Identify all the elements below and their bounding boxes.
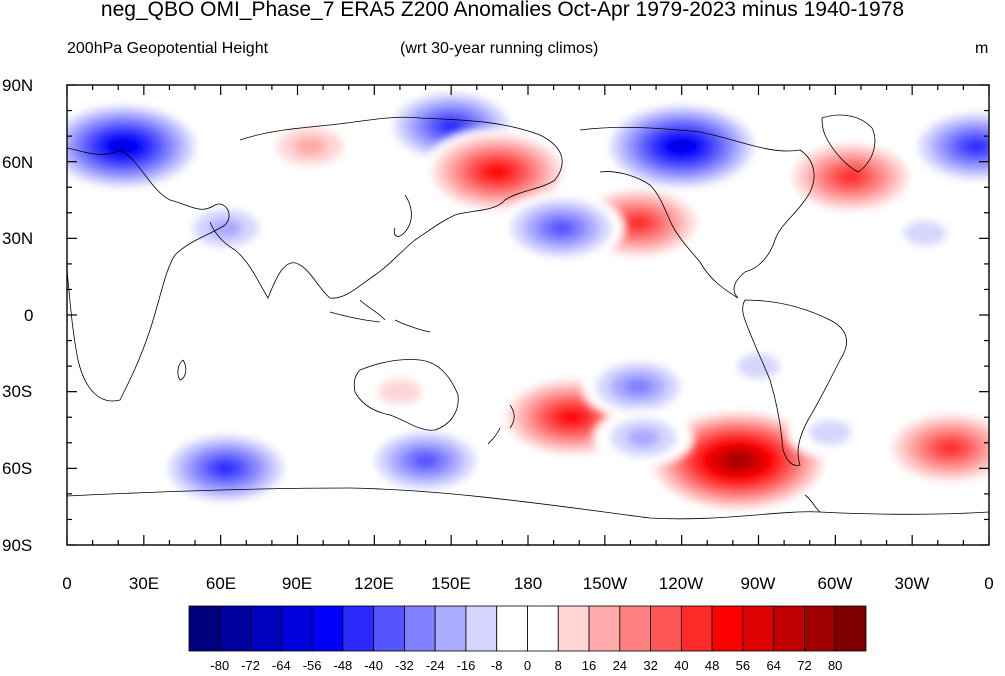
x-tick-label: 30W <box>894 574 930 593</box>
colorbar-label: -64 <box>271 658 291 673</box>
x-tick-label: 30E <box>128 574 160 593</box>
y-tick-label: 30N <box>2 229 34 248</box>
anomaly-contour <box>486 165 509 179</box>
colorbar-label: 40 <box>674 658 689 673</box>
y-tick-label: 90N <box>2 76 34 95</box>
colorbar-label: 72 <box>797 658 812 673</box>
colorbar-box <box>619 605 651 652</box>
anomaly-contour <box>964 139 988 153</box>
colorbar-label: 0 <box>523 658 532 673</box>
colorbar-box <box>250 605 282 652</box>
anomaly-contour <box>113 140 134 153</box>
anomaly-contour <box>839 170 863 184</box>
colorbar-box <box>465 605 498 652</box>
colorbar-box <box>557 605 590 652</box>
colorbar <box>188 605 867 652</box>
anomaly-contour <box>413 453 439 468</box>
colorbar-label: 80 <box>827 658 843 673</box>
x-tick-label: 90E <box>281 574 313 593</box>
x-tick-label: 150W <box>582 574 628 593</box>
colorbar-box <box>311 605 344 652</box>
colorbar-box <box>280 605 313 652</box>
x-tick-label: 0 <box>62 574 72 593</box>
colorbar-label: -8 <box>490 658 503 673</box>
colorbar-box <box>342 605 375 652</box>
anomaly-contour <box>293 136 327 156</box>
colorbar-box <box>773 605 805 652</box>
colorbar-label: -16 <box>456 658 476 673</box>
anomaly-contour <box>737 353 780 379</box>
y-tick-label: 60S <box>2 459 33 478</box>
x-tick-label: 90W <box>740 574 776 593</box>
anomaly-contour <box>626 216 650 230</box>
colorbar-label: 64 <box>766 658 781 673</box>
colorbar-label: -32 <box>394 658 414 673</box>
plot-title: neg_QBO OMI_Phase_7 ERA5 Z200 Anomalies … <box>100 0 905 21</box>
colorbar-label: 48 <box>704 658 720 673</box>
axis-ticks <box>66 84 990 546</box>
colorbar-box <box>219 605 251 652</box>
colorbar-box <box>373 605 405 652</box>
plot-subtitle-center: (wrt 30-year running climos) <box>400 40 599 57</box>
colorbar-label: 8 <box>554 658 562 673</box>
colorbar-label: -40 <box>364 658 383 673</box>
anomaly-contour <box>378 379 422 405</box>
y-tick-label: 0 <box>24 306 34 325</box>
x-tick-label: 60W <box>817 574 853 593</box>
x-tick-label: 60E <box>205 574 237 593</box>
anomaly-contour <box>209 218 243 238</box>
colorbar-label: -56 <box>302 658 322 673</box>
colorbar-box <box>680 605 713 652</box>
y-tick-label: 30S <box>2 382 33 401</box>
y-tick-label: 90S <box>2 536 33 555</box>
colorbar-box <box>711 605 744 652</box>
x-tick-label: 0 <box>984 574 994 593</box>
colorbar-box <box>404 605 436 652</box>
coastlines <box>67 114 989 520</box>
colorbar-label: -72 <box>241 658 260 673</box>
colorbar-label: -24 <box>425 658 445 673</box>
anomaly-contour <box>808 419 852 446</box>
x-tick-label: 150E <box>431 574 471 593</box>
anomaly-contour <box>939 441 963 455</box>
colorbar-box <box>804 605 836 652</box>
colorbar-box <box>742 605 775 652</box>
colorbar-box <box>650 605 682 652</box>
colorbar-box <box>527 605 559 652</box>
colorbar-box <box>496 605 528 652</box>
anomaly-contour <box>903 220 947 246</box>
y-tick-label: 60N <box>2 153 34 172</box>
anomaly-contour <box>671 140 692 153</box>
units-label: m <box>975 40 989 57</box>
anomaly-contour <box>624 378 653 395</box>
anomaly-contour <box>548 220 574 236</box>
colorbar-label: 16 <box>581 658 597 673</box>
colorbar-box <box>834 605 867 652</box>
colorbar-label: 24 <box>612 658 628 673</box>
colorbar-label: -48 <box>333 658 353 673</box>
x-tick-label: 120W <box>658 574 704 593</box>
anomaly-contour <box>626 428 660 448</box>
plot-subtitle-left: 200hPa Geopotential Height <box>67 40 269 57</box>
anomaly-contour <box>439 119 463 133</box>
colorbar-box <box>188 605 221 652</box>
anomaly-field <box>67 86 989 515</box>
colorbar-box <box>588 605 621 652</box>
x-tick-label: 180 <box>513 574 543 593</box>
colorbar-label: -80 <box>210 658 230 673</box>
colorbar-label: 32 <box>643 658 658 673</box>
x-tick-label: 120E <box>354 574 394 593</box>
anomaly-contour <box>214 461 238 475</box>
anomaly-contour <box>560 411 583 424</box>
colorbar-box <box>434 605 467 652</box>
anomaly-contour <box>728 455 748 467</box>
colorbar-label: 56 <box>735 658 751 673</box>
